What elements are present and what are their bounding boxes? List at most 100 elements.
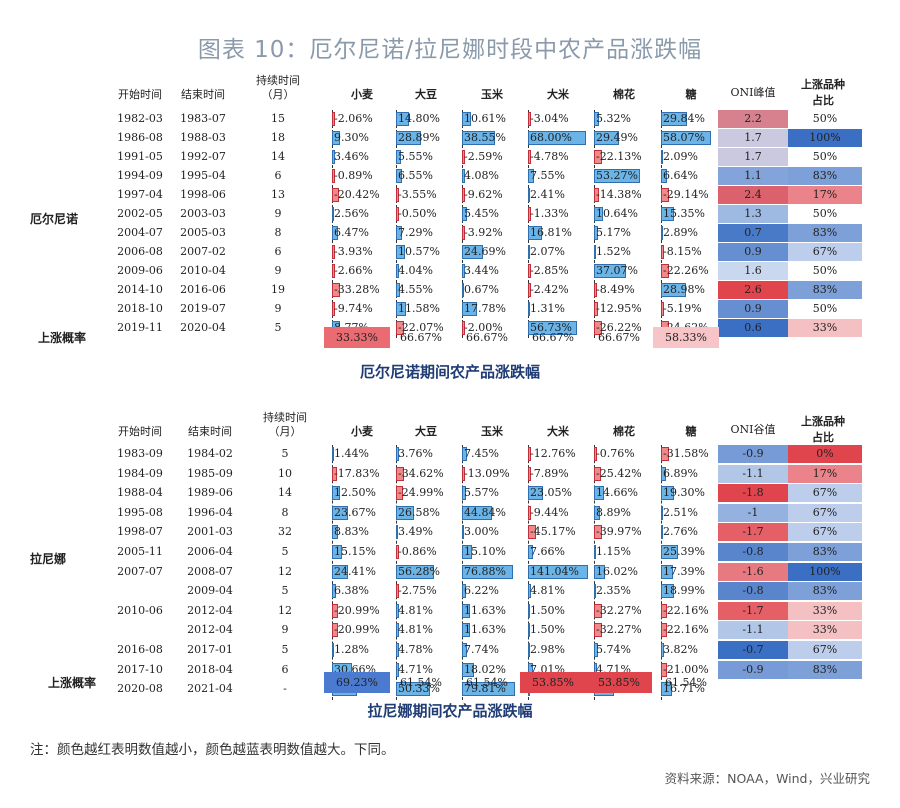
value-cell: -0.89% [334, 169, 373, 182]
value-bar [396, 207, 399, 221]
ratio-cell: 83% [788, 224, 862, 242]
value-cell: -1.33% [530, 207, 569, 220]
row-duration: 8 [274, 226, 282, 239]
value-cell: 7.55% [530, 169, 565, 182]
row-start [105, 582, 175, 600]
row-duration: 5 [281, 447, 289, 460]
header-ratio: 上涨品种 占比 [801, 415, 845, 444]
ratio-cell: 100% [788, 562, 862, 581]
value-cell: 37.07% [596, 264, 638, 277]
row-duration: 5 [281, 584, 289, 598]
value-bar [332, 466, 337, 481]
rise-prob-cell: 58.33% [653, 327, 719, 348]
value-cell: 3.46% [334, 150, 369, 163]
value-cell: 24.69% [464, 245, 506, 258]
value-cell: 11.63% [464, 603, 506, 617]
value-bar [528, 466, 531, 481]
row-start: 1995-08 [117, 505, 163, 519]
rise-prob-cell: 61.54% [400, 676, 442, 689]
value-bar [661, 245, 664, 259]
rise-prob-cell: 53.85% [586, 672, 652, 693]
header-soy: 大豆 [415, 425, 437, 438]
header-duration: 持续时间 （月） [256, 74, 300, 101]
header-wheat: 小麦 [351, 425, 373, 438]
value-cell: 6.89% [663, 466, 698, 480]
value-bar [594, 321, 602, 335]
row-end: 2016-06 [180, 283, 226, 296]
value-cell: 2.07% [530, 245, 565, 258]
value-cell: 18.02% [464, 662, 506, 676]
value-cell: 29.49% [596, 131, 638, 144]
value-bar [396, 302, 406, 316]
row-end: 2017-01 [187, 643, 233, 656]
value-cell: 7.45% [464, 447, 499, 460]
value-cell: -17.83% [334, 466, 380, 480]
value-cell: 2.35% [596, 584, 631, 598]
value-cell: 53.27% [596, 169, 638, 182]
value-cell: 4.04% [398, 264, 433, 277]
value-cell: -8.49% [596, 283, 635, 296]
value-bar [396, 112, 409, 126]
value-bar [594, 545, 596, 559]
rise-prob-cell: 61.54% [665, 676, 707, 689]
value-cell: -0.50% [398, 207, 437, 220]
row-end: 2021-04 [187, 682, 233, 696]
value-bar [332, 603, 338, 618]
value-cell: -2.06% [334, 112, 373, 125]
value-bar [396, 283, 400, 297]
value-cell: 141.04% [530, 564, 579, 578]
value-cell: 8.83% [334, 525, 369, 539]
value-bar [528, 150, 531, 164]
value-cell: -39.97% [596, 525, 642, 539]
bar-axis-rice [528, 110, 529, 338]
value-cell: -8.15% [663, 245, 702, 258]
value-cell: 58.07% [663, 131, 705, 144]
value-bar [661, 525, 663, 540]
row-end: 1992-07 [180, 150, 226, 163]
value-bar [332, 264, 335, 278]
value-bar [332, 245, 335, 259]
value-cell: -12.76% [530, 447, 576, 460]
row-start: 1991-05 [117, 150, 163, 163]
value-bar [528, 131, 587, 145]
value-cell: 1.50% [530, 603, 565, 617]
bar-axis-cotton [594, 110, 595, 338]
value-cell: -7.89% [530, 466, 569, 480]
value-cell: -22.16% [663, 603, 709, 617]
value-bar [332, 623, 338, 638]
value-bar [528, 584, 532, 599]
value-bar [462, 466, 466, 481]
value-bar [528, 505, 531, 520]
value-cell: -5.19% [663, 302, 702, 315]
value-bar [462, 245, 484, 259]
row-end: 1995-04 [180, 169, 226, 182]
ratio-cell: 33% [788, 319, 862, 337]
value-bar [528, 623, 530, 638]
value-bar [332, 525, 338, 540]
row-end: 1989-06 [187, 486, 233, 500]
value-bar [332, 505, 348, 520]
value-bar [661, 264, 669, 278]
value-cell: 2.89% [663, 226, 698, 239]
value-bar [332, 584, 337, 599]
value-bar [661, 302, 664, 316]
value-bar [528, 112, 531, 126]
value-cell: -34.62% [398, 466, 444, 480]
row-end: 2019-07 [180, 302, 226, 315]
oni-cell: 1.7 [718, 129, 788, 147]
value-bar [661, 150, 663, 164]
value-cell: 16.71% [663, 682, 705, 696]
value-bar [661, 603, 667, 618]
value-bar [396, 662, 400, 677]
value-bar [594, 150, 602, 164]
header-ratio: 上涨品种 占比 [801, 78, 845, 107]
row-duration: 9 [281, 623, 289, 637]
rise-prob-cell: 61.54% [466, 676, 508, 689]
value-cell: 26.58% [398, 505, 440, 519]
row-duration: 5 [281, 545, 289, 558]
value-bar [396, 466, 404, 481]
value-bar [462, 603, 470, 618]
value-bar [661, 486, 674, 501]
value-cell: 15.15% [334, 545, 376, 558]
row-start: 2014-10 [117, 283, 163, 296]
